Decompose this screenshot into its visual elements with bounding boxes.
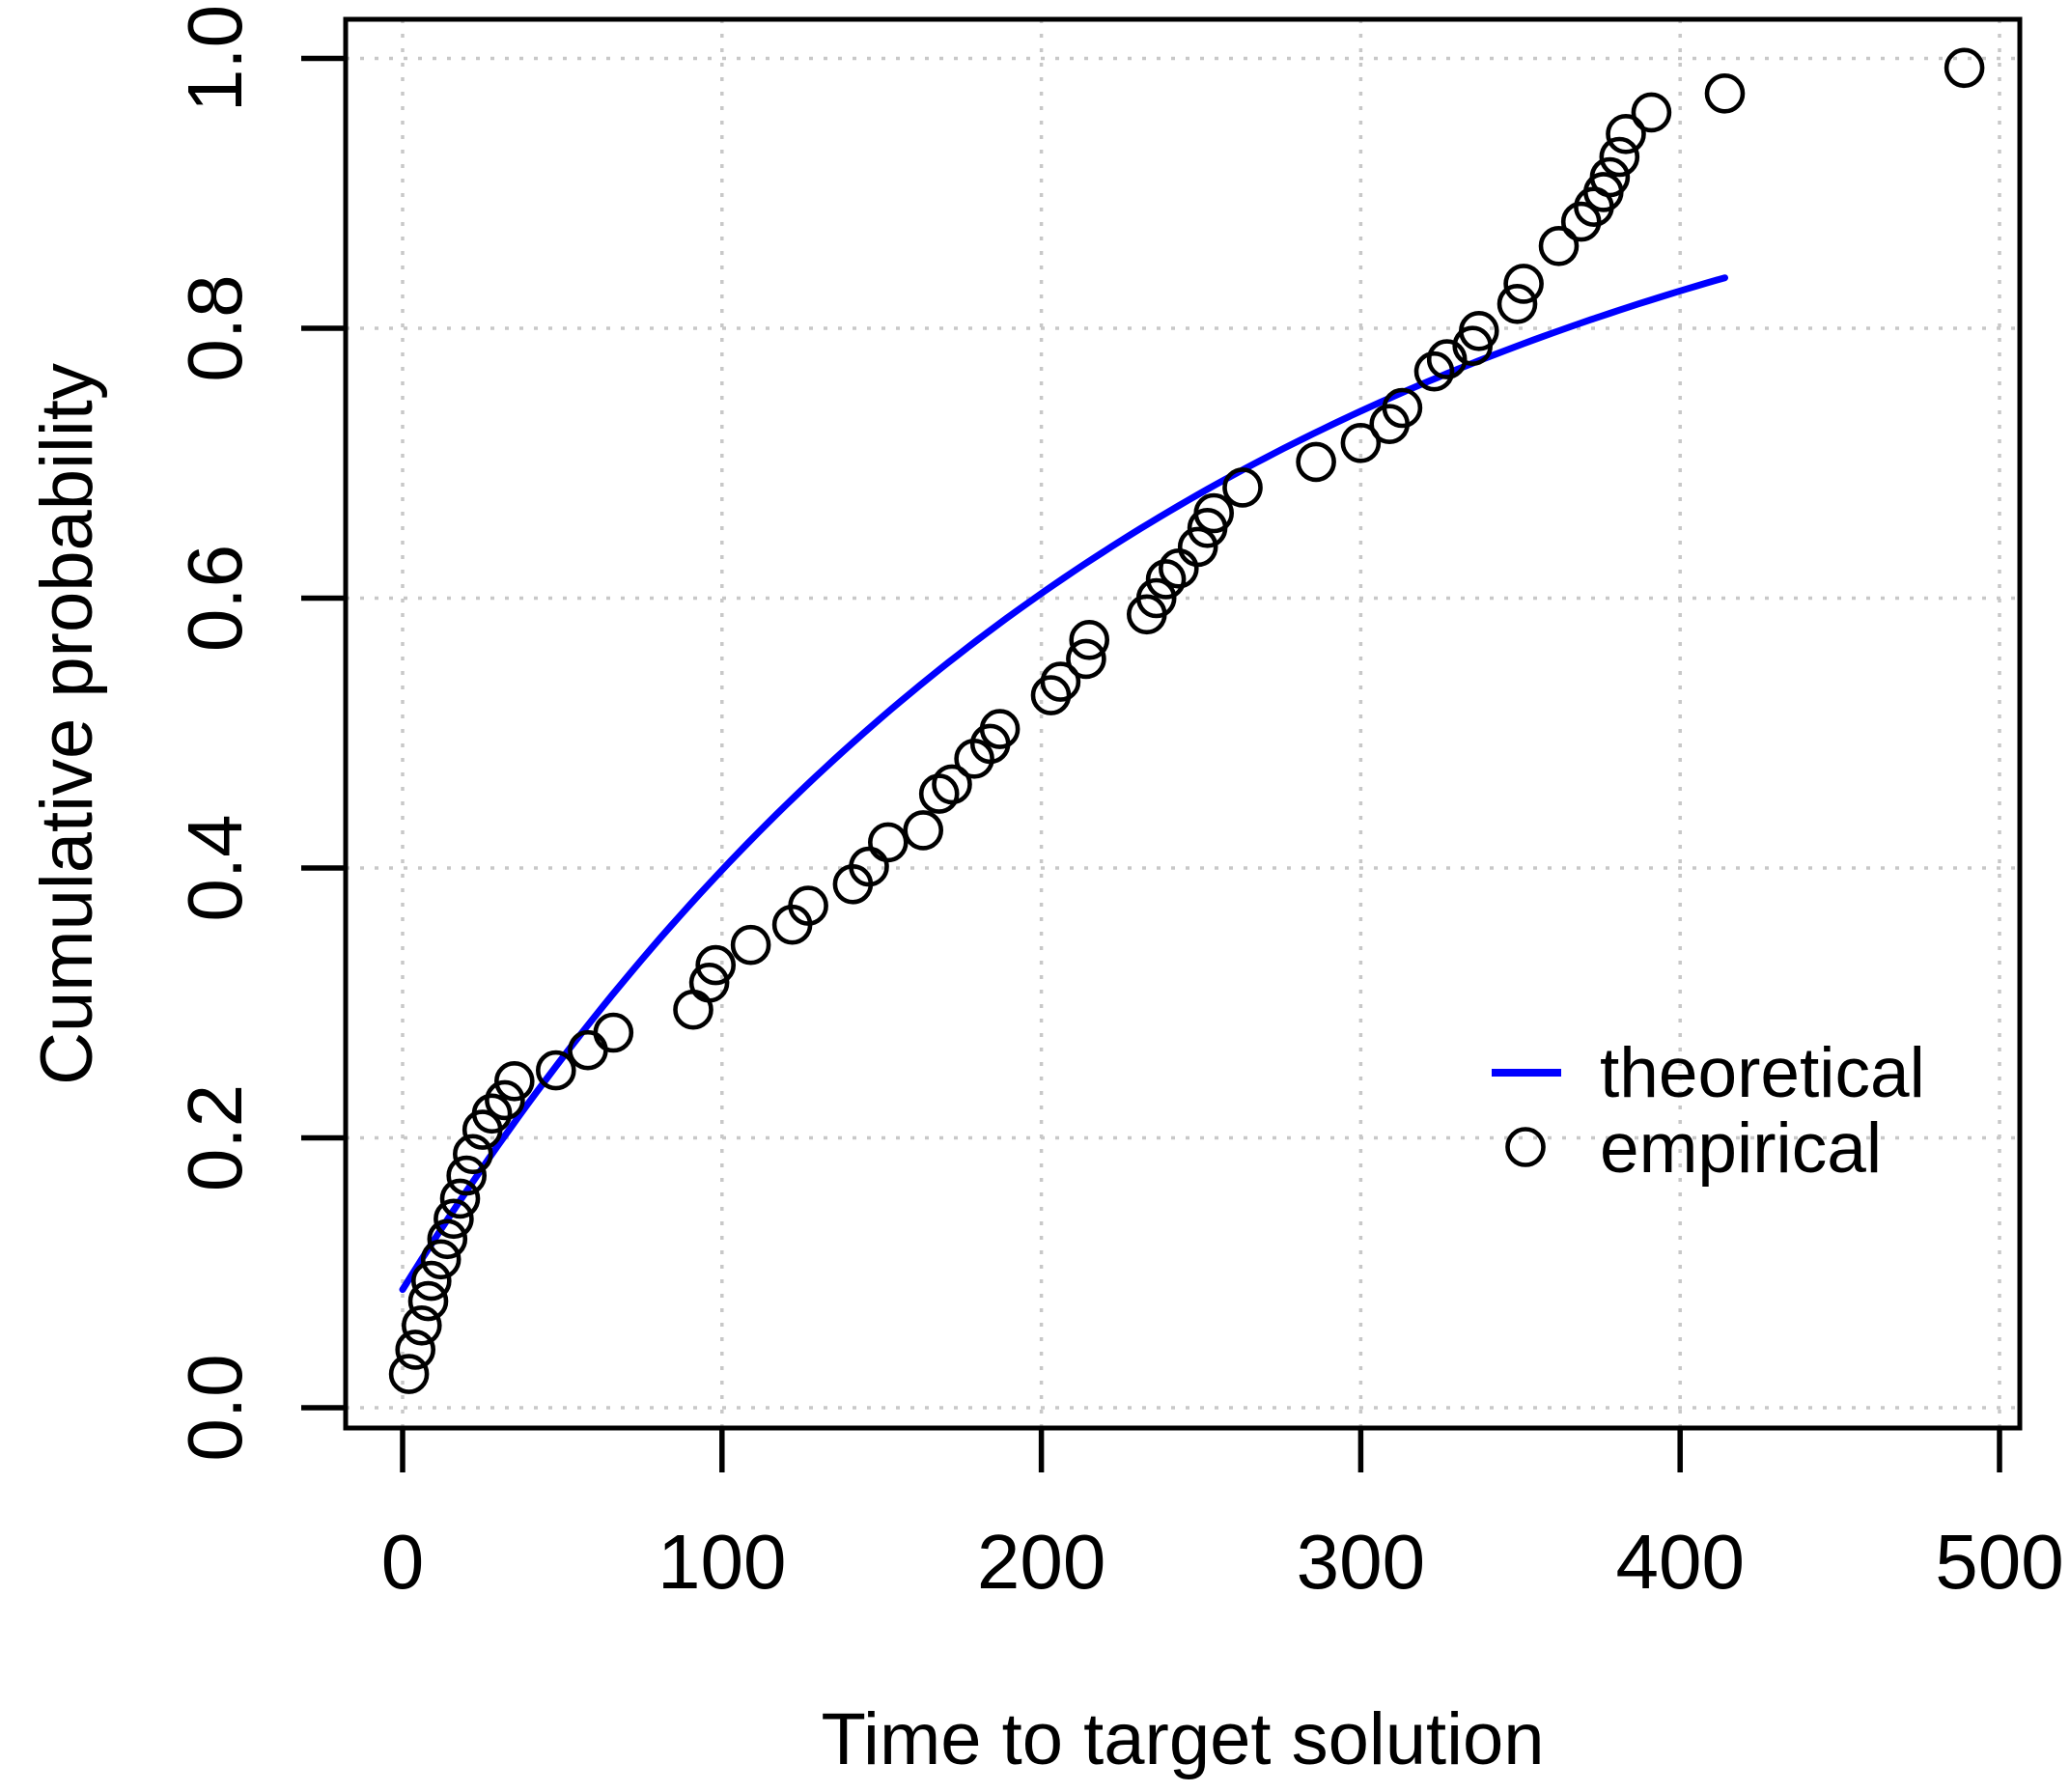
theoretical-curve bbox=[399, 274, 1728, 1294]
empirical-point bbox=[420, 1239, 462, 1280]
empirical-point bbox=[695, 944, 737, 986]
empirical-point bbox=[471, 1093, 513, 1134]
x-tick-label: 100 bbox=[657, 1519, 786, 1605]
empirical-point bbox=[1177, 526, 1218, 568]
empirical-point bbox=[1944, 47, 1985, 89]
empirical-point bbox=[849, 846, 889, 887]
empirical-point bbox=[979, 709, 1021, 749]
empirical-point bbox=[493, 1061, 535, 1102]
legend: theoretical empirical bbox=[1492, 1034, 1925, 1188]
x-tick-label: 500 bbox=[1935, 1519, 2063, 1605]
empirical-point bbox=[568, 1029, 608, 1071]
x-tick-label: 200 bbox=[977, 1519, 1105, 1605]
empirical-point bbox=[1631, 92, 1672, 133]
empirical-point bbox=[1413, 350, 1455, 392]
legend-label-theoretical: theoretical bbox=[1600, 1034, 1925, 1112]
y-tick-label: 0.0 bbox=[172, 1354, 258, 1461]
x-tick-label: 300 bbox=[1297, 1519, 1425, 1605]
empirical-point bbox=[673, 989, 713, 1030]
empirical-point bbox=[1296, 441, 1336, 483]
axis-layer: 0 100 200 300 400 500 0.0 0.2 0.4 0.6 0.8 1.0 bbox=[172, 5, 2064, 1605]
empirical-point bbox=[388, 1354, 430, 1394]
empirical-point bbox=[1382, 387, 1423, 429]
empirical-point bbox=[1704, 73, 1746, 114]
empirical-point bbox=[1222, 467, 1263, 508]
empirical-point bbox=[434, 1198, 474, 1240]
legend-label-empirical: empirical bbox=[1600, 1109, 1882, 1188]
empirical-point bbox=[535, 1050, 576, 1091]
legend-circle-sample bbox=[1505, 1127, 1546, 1167]
empirical-point bbox=[485, 1079, 525, 1121]
x-axis-title: Time to target solution bbox=[821, 1698, 1544, 1780]
x-tick-label: 400 bbox=[1615, 1519, 1744, 1605]
y-tick-label: 0.4 bbox=[172, 814, 258, 921]
empirical-point bbox=[407, 1280, 449, 1322]
empirical-point bbox=[730, 924, 771, 966]
y-tick-label: 1.0 bbox=[172, 5, 258, 112]
y-tick-label: 0.2 bbox=[172, 1084, 258, 1191]
empirical-point bbox=[1066, 638, 1106, 680]
x-tick-label: 0 bbox=[381, 1519, 425, 1605]
empirical-point bbox=[903, 810, 944, 851]
empirical-point bbox=[439, 1178, 481, 1219]
grid-layer bbox=[346, 19, 2020, 1428]
plot-area-border bbox=[343, 16, 2023, 1431]
empirical-point bbox=[1040, 661, 1081, 702]
empirical-point bbox=[1069, 619, 1109, 660]
y-tick-label: 0.8 bbox=[172, 274, 258, 381]
empirical-point bbox=[1538, 226, 1580, 266]
empirical-point bbox=[1599, 136, 1640, 178]
empirical-point bbox=[1135, 577, 1177, 619]
empirical-point bbox=[427, 1218, 468, 1260]
empirical-point bbox=[1426, 339, 1468, 379]
empirical-point bbox=[446, 1155, 488, 1196]
empirical-point bbox=[1340, 422, 1382, 463]
empirical-point bbox=[1589, 156, 1631, 198]
empirical-point bbox=[1459, 310, 1499, 351]
empirical-point bbox=[401, 1305, 442, 1346]
empirical-point bbox=[688, 962, 730, 1003]
data-layer bbox=[388, 47, 1985, 1394]
empirical-point bbox=[918, 773, 960, 814]
empirical-point bbox=[395, 1330, 436, 1370]
empirical-point bbox=[1606, 114, 1646, 154]
empirical-point bbox=[867, 822, 909, 863]
empirical-point bbox=[452, 1134, 493, 1175]
empirical-point bbox=[788, 885, 828, 926]
empirical-point bbox=[593, 1012, 634, 1053]
y-axis-title: Cumulative probability bbox=[26, 363, 108, 1085]
empirical-point bbox=[1503, 264, 1544, 304]
empirical-point bbox=[410, 1260, 452, 1302]
empirical-point bbox=[1497, 283, 1538, 324]
empirical-point bbox=[1193, 492, 1234, 534]
y-tick-label: 0.6 bbox=[172, 545, 258, 652]
empirical-point bbox=[1145, 559, 1187, 600]
empirical-point bbox=[932, 764, 972, 805]
